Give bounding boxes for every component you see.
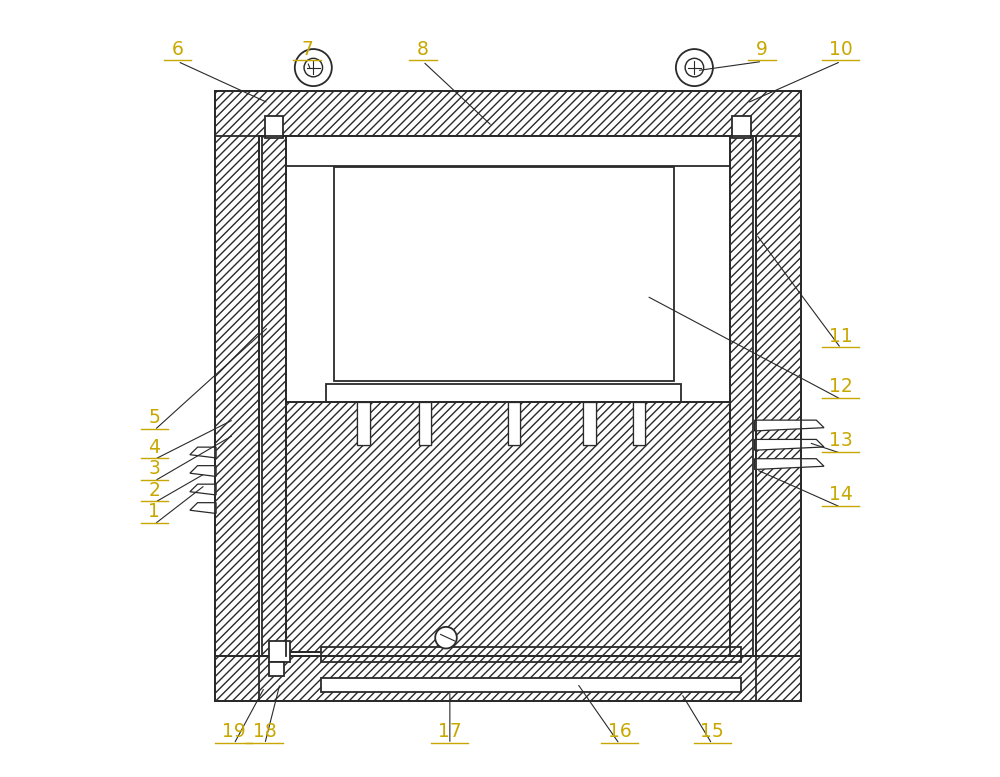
Bar — [269, 641, 290, 662]
Text: 15: 15 — [700, 723, 724, 741]
Bar — [286, 136, 730, 166]
Bar — [508, 402, 520, 444]
Polygon shape — [755, 420, 824, 431]
Bar — [286, 402, 730, 653]
Circle shape — [304, 58, 323, 77]
Bar — [321, 647, 741, 662]
Text: 18: 18 — [253, 723, 277, 741]
Polygon shape — [755, 458, 824, 469]
Bar — [756, 92, 801, 701]
Bar — [419, 402, 431, 444]
Polygon shape — [190, 503, 216, 514]
Polygon shape — [190, 465, 216, 476]
Text: 10: 10 — [829, 40, 853, 58]
Bar — [730, 136, 753, 657]
Bar — [419, 402, 431, 444]
Text: 3: 3 — [148, 459, 160, 478]
Circle shape — [435, 627, 457, 649]
Text: 19: 19 — [222, 723, 246, 741]
Circle shape — [676, 49, 713, 86]
Text: 4: 4 — [148, 437, 160, 457]
Bar — [357, 402, 370, 444]
Polygon shape — [755, 440, 824, 450]
Bar — [262, 136, 286, 657]
Text: 13: 13 — [829, 431, 853, 451]
Text: 5: 5 — [148, 409, 160, 427]
Text: 1: 1 — [148, 503, 160, 521]
Circle shape — [685, 58, 704, 77]
Bar — [633, 402, 645, 444]
Bar — [321, 678, 741, 692]
Bar — [286, 136, 730, 657]
Polygon shape — [190, 484, 216, 495]
Bar — [326, 384, 681, 402]
Text: 9: 9 — [756, 40, 768, 58]
Text: 2: 2 — [148, 481, 160, 500]
Bar — [357, 402, 370, 444]
Circle shape — [295, 49, 332, 86]
Bar — [334, 167, 674, 381]
Text: 11: 11 — [829, 326, 853, 346]
Text: 6: 6 — [172, 40, 183, 58]
Text: 7: 7 — [301, 40, 313, 58]
Bar — [583, 402, 596, 444]
Polygon shape — [190, 447, 216, 458]
Bar — [732, 117, 751, 138]
Text: 16: 16 — [608, 723, 631, 741]
Bar — [215, 92, 801, 136]
Bar — [215, 92, 259, 701]
Bar — [215, 657, 801, 701]
Bar — [633, 402, 645, 444]
Text: 17: 17 — [438, 723, 462, 741]
Text: 8: 8 — [417, 40, 429, 58]
Text: 14: 14 — [829, 486, 853, 504]
Bar — [265, 117, 283, 138]
Text: 12: 12 — [829, 378, 853, 396]
Bar — [269, 662, 284, 676]
Bar — [583, 402, 596, 444]
Bar — [508, 402, 520, 444]
